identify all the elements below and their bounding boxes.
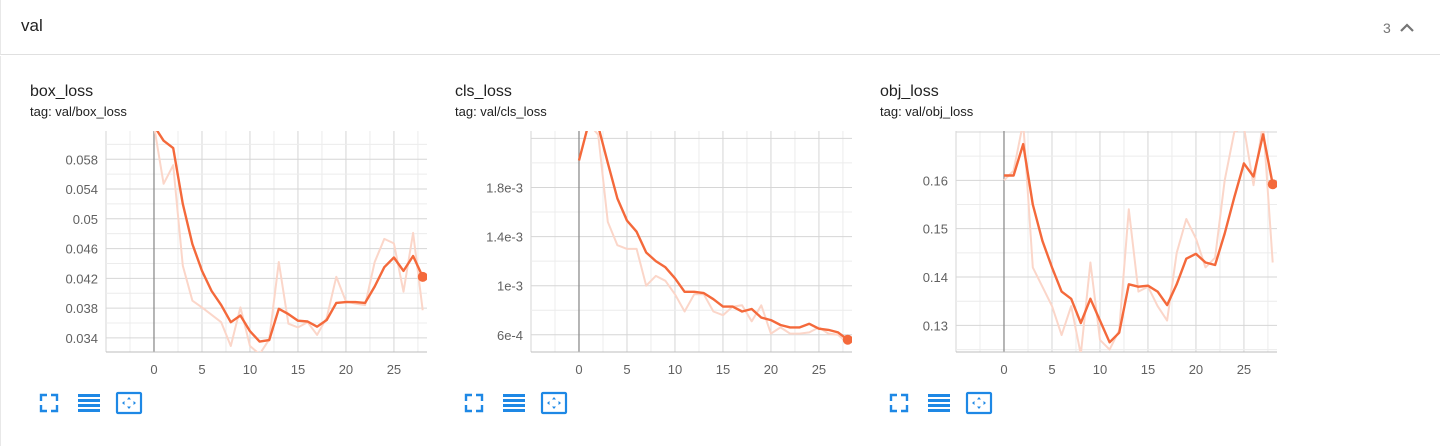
x-tick-label: 25 bbox=[812, 362, 826, 377]
grid bbox=[105, 131, 427, 352]
fit-domain-icon[interactable] bbox=[115, 391, 143, 415]
y-tick-label: 0.058 bbox=[65, 152, 98, 167]
chart-tag: tag: val/box_loss bbox=[30, 104, 127, 119]
x-tick-label: 10 bbox=[243, 362, 257, 377]
group-title: val bbox=[21, 16, 43, 35]
x-tick-label: 10 bbox=[668, 362, 682, 377]
x-tick-label: 25 bbox=[387, 362, 401, 377]
x-tick-label: 15 bbox=[716, 362, 730, 377]
y-tick-label: 0.16 bbox=[923, 173, 948, 188]
chart-card-obj-loss: obj_loss tag: val/obj_loss 0 5 10 15 20 25 0.1… bbox=[853, 56, 1277, 428]
x-tick-label: 25 bbox=[1237, 362, 1251, 377]
y-tick-label: 0.054 bbox=[65, 182, 98, 197]
smoothed-series-line bbox=[155, 131, 424, 343]
raw-series-line bbox=[153, 131, 424, 352]
chart-title: cls_loss bbox=[455, 83, 512, 100]
x-tick-label: 20 bbox=[764, 362, 778, 377]
y-tick-label: 0.046 bbox=[65, 242, 98, 257]
chart-tag: tag: val/cls_loss bbox=[455, 104, 547, 119]
group-count: 3 bbox=[1383, 20, 1391, 36]
chart-plot-box-loss[interactable]: 0 5 10 15 20 25 0.034 0.038 0.042 0.046 0.05 0.054 0… bbox=[3, 56, 427, 386]
x-tick-label: 5 bbox=[198, 362, 205, 377]
x-tick-label: 15 bbox=[291, 362, 305, 377]
y-tick-label: 0.14 bbox=[923, 270, 948, 285]
raw-series-line bbox=[1003, 131, 1274, 352]
x-tick-label: 0 bbox=[150, 362, 157, 377]
y-tick-label: 0.034 bbox=[65, 331, 98, 346]
x-tick-label: 15 bbox=[1141, 362, 1155, 377]
y-tick-label: 1.8e-3 bbox=[486, 180, 523, 195]
toggle-log-scale-icon[interactable] bbox=[501, 391, 527, 415]
x-tick-label: 0 bbox=[1000, 362, 1007, 377]
y-tick-label: 0.042 bbox=[65, 271, 98, 286]
x-tick-label: 5 bbox=[623, 362, 630, 377]
fullscreen-icon[interactable] bbox=[887, 391, 911, 415]
chart-title: obj_loss bbox=[880, 83, 939, 100]
chevron-up-icon[interactable] bbox=[1397, 18, 1417, 38]
y-tick-label: 1.4e-3 bbox=[486, 230, 523, 245]
y-tick-label: 0.05 bbox=[73, 212, 98, 227]
smoothed-series-line bbox=[577, 131, 849, 341]
x-tick-label: 0 bbox=[575, 362, 582, 377]
group-header[interactable]: val 3 bbox=[0, 0, 1440, 55]
y-tick-label: 1e-3 bbox=[497, 279, 523, 294]
chart-plot-obj-loss[interactable]: 0 5 10 15 20 25 0.13 0.14 0.15 0.16 bbox=[853, 56, 1277, 386]
smoothed-series-line bbox=[1004, 133, 1274, 344]
y-tick-label: 0.13 bbox=[923, 318, 948, 333]
x-tick-label: 10 bbox=[1093, 362, 1107, 377]
fullscreen-icon[interactable] bbox=[462, 391, 486, 415]
fit-domain-icon[interactable] bbox=[540, 391, 568, 415]
fullscreen-icon[interactable] bbox=[37, 391, 61, 415]
toggle-log-scale-icon[interactable] bbox=[926, 391, 952, 415]
panel-left-border bbox=[0, 56, 1, 446]
last-point-marker bbox=[417, 271, 427, 282]
grid bbox=[530, 131, 852, 352]
chart-plot-cls-loss[interactable]: 0 5 10 15 20 25 6e-4 1e-3 1.4e-3 1.8e-3 bbox=[428, 56, 852, 386]
chart-card-cls-loss: cls_loss tag: val/cls_loss 0 5 10 15 20 25 6e-… bbox=[428, 56, 852, 428]
y-tick-label: 0.15 bbox=[923, 222, 948, 237]
y-tick-label: 6e-4 bbox=[497, 328, 523, 343]
raw-series-line bbox=[593, 131, 849, 345]
x-tick-label: 20 bbox=[1189, 362, 1203, 377]
chart-title: box_loss bbox=[30, 83, 94, 100]
y-tick-label: 0.038 bbox=[65, 301, 98, 316]
toggle-log-scale-icon[interactable] bbox=[76, 391, 102, 415]
fit-domain-icon[interactable] bbox=[965, 391, 993, 415]
last-point-marker bbox=[842, 334, 852, 345]
x-tick-label: 5 bbox=[1048, 362, 1055, 377]
last-point-marker bbox=[1267, 179, 1277, 190]
chart-card-box-loss: box_loss tag: val/box_loss 0 5 10 15 20 25 0.0… bbox=[3, 56, 427, 428]
x-tick-label: 20 bbox=[339, 362, 353, 377]
chart-tag: tag: val/obj_loss bbox=[880, 104, 974, 119]
